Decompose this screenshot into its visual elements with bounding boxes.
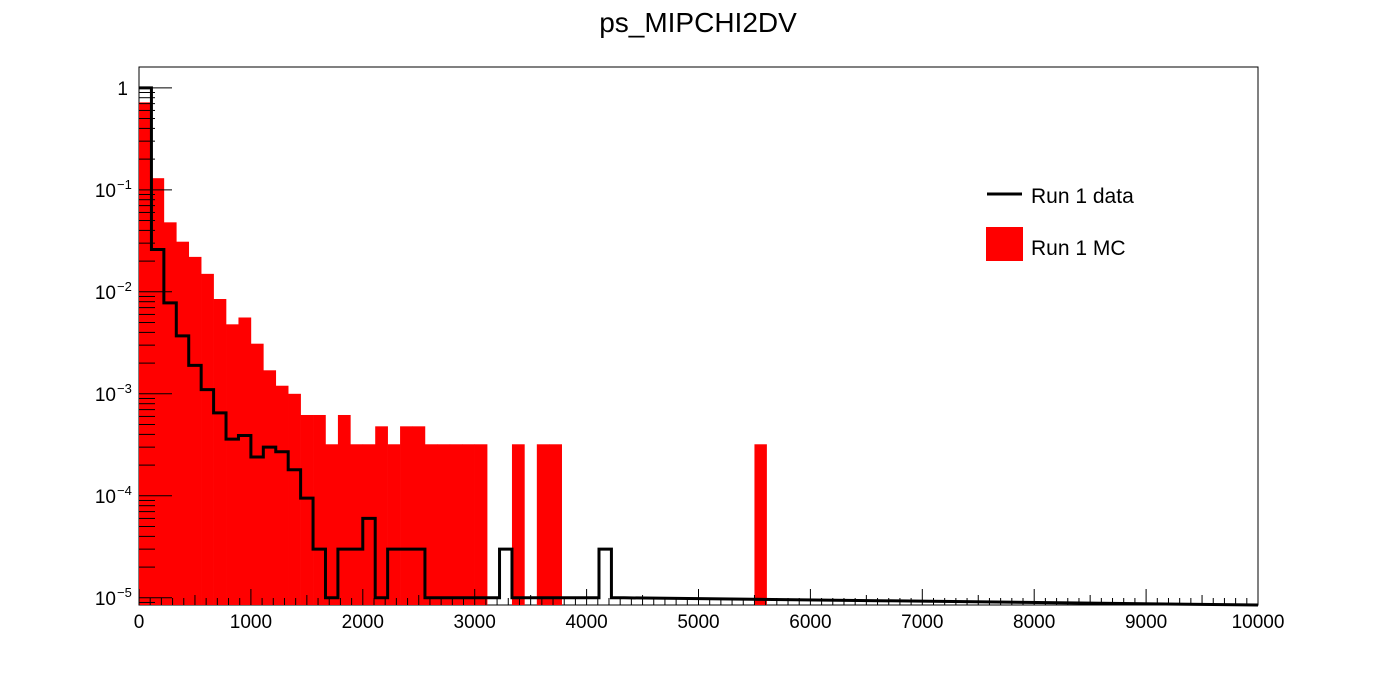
- y-tick-exponent: −2: [117, 279, 132, 294]
- mc-bar: [139, 102, 152, 606]
- mc-isolated-bars: [754, 444, 767, 605]
- mc-bar: [337, 414, 351, 605]
- mc-bar: [387, 444, 401, 605]
- legend-mc-swatch: [986, 227, 1023, 261]
- x-axis: 0 1000 2000 3000 4000 5000 6000 7000 8000 9000 100…: [134, 589, 1285, 633]
- mc-bar: [151, 178, 165, 606]
- mc-bar: [163, 222, 177, 605]
- y-tick-label: 10: [95, 589, 116, 610]
- x-tick-label: 9000: [1125, 612, 1167, 633]
- mc-bar: [549, 444, 562, 605]
- mc-bar: [754, 444, 767, 605]
- y-tick-exponent: −5: [117, 585, 132, 600]
- legend: Run 1 data Run 1 MC: [986, 185, 1134, 261]
- mc-bars: [139, 102, 562, 606]
- x-tick-label: 1000: [230, 612, 272, 633]
- mc-bar: [437, 444, 451, 605]
- mc-bar: [449, 444, 463, 605]
- legend-mc-label: Run 1 MC: [1031, 237, 1126, 260]
- mc-bar: [362, 444, 376, 605]
- y-tick-label: 1: [117, 79, 128, 100]
- mc-bar: [238, 317, 252, 605]
- mc-bar: [226, 324, 239, 605]
- y-tick-label: 10: [95, 283, 116, 304]
- mc-bar: [201, 273, 214, 605]
- mc-bar: [536, 444, 550, 605]
- y-tick-label: 10: [95, 181, 116, 202]
- mc-bar: [250, 343, 264, 605]
- y-tick-label: 10: [95, 487, 116, 508]
- x-tick-label: 8000: [1013, 612, 1055, 633]
- y-tick-exponent: −3: [117, 381, 132, 396]
- mc-bar: [275, 385, 289, 605]
- x-tick-label: 2000: [342, 612, 384, 633]
- y-tick-label: 10: [95, 385, 116, 406]
- mc-bar: [400, 426, 413, 605]
- legend-data-label: Run 1 data: [1031, 185, 1134, 208]
- mc-bar: [375, 426, 388, 605]
- x-tick-label: 7000: [901, 612, 943, 633]
- y-axis: 110−110−210−310−410−5: [95, 79, 172, 610]
- mc-bar: [188, 256, 202, 605]
- y-tick-exponent: −1: [117, 177, 132, 192]
- mc-bar: [213, 299, 227, 605]
- mc-bar: [474, 444, 488, 605]
- mc-bar: [462, 444, 475, 605]
- y-tick-exponent: −4: [117, 483, 132, 498]
- mc-bar: [412, 426, 426, 605]
- mc-bar: [176, 241, 190, 605]
- x-tick-label: 0: [134, 612, 145, 633]
- mc-bar: [325, 444, 339, 605]
- mc-bar: [300, 414, 314, 605]
- mc-bar: [313, 414, 326, 605]
- mc-bar: [424, 444, 438, 605]
- x-tick-label: 6000: [789, 612, 831, 633]
- mc-bar: [288, 393, 301, 605]
- mc-bar: [511, 444, 525, 605]
- x-tick-label: 4000: [565, 612, 607, 633]
- mc-bar: [350, 444, 364, 605]
- chart-title: ps_MIPCHI2DV: [599, 7, 797, 38]
- data-step-line: [139, 86, 1259, 607]
- x-tick-label: 10000: [1232, 612, 1285, 633]
- x-tick-label: 5000: [677, 612, 719, 633]
- x-tick-label: 3000: [454, 612, 496, 633]
- mc-bar: [263, 370, 277, 605]
